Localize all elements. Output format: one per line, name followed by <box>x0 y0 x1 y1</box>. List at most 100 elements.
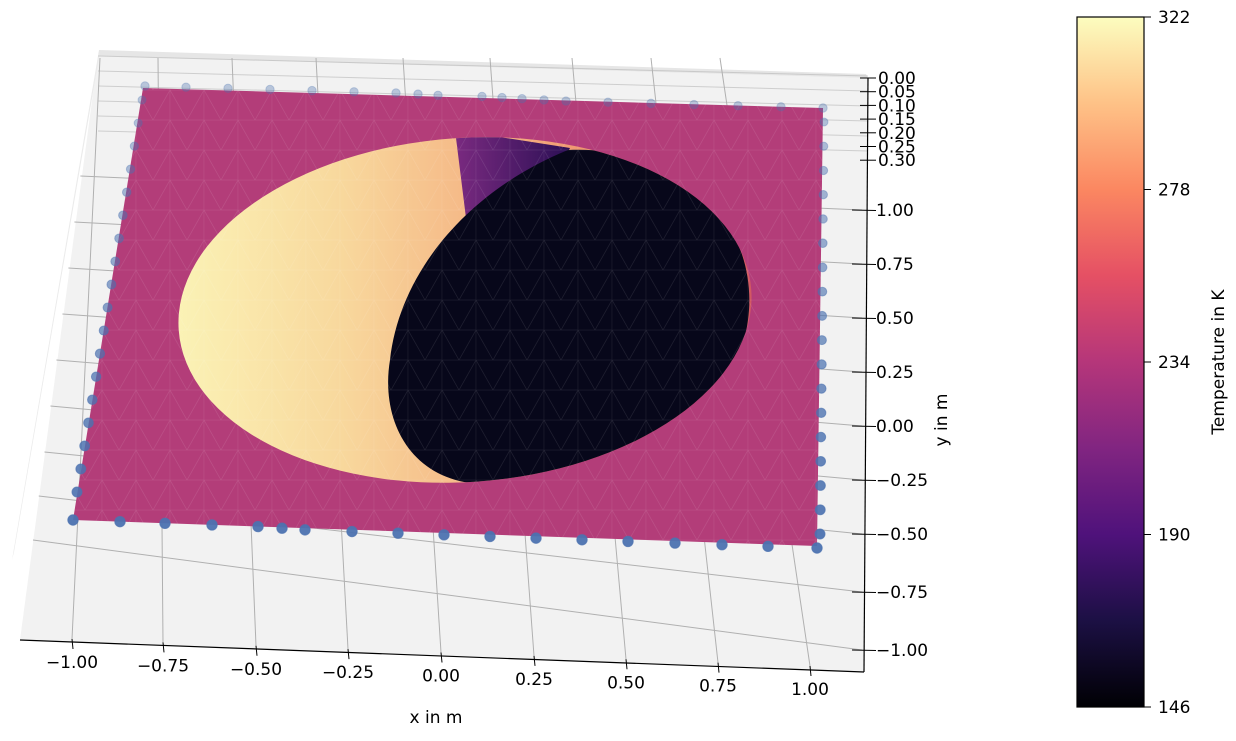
boundary-point <box>530 532 542 544</box>
colorbar-ticks: 322 278 234 190 146 <box>1144 8 1190 718</box>
x-tick-label: −1.00 <box>46 653 98 673</box>
boundary-point <box>816 359 827 370</box>
x-tick-label: 1.00 <box>791 680 829 700</box>
colorbar-tick-label: 322 <box>1158 8 1190 28</box>
colorbar-tick-label: 234 <box>1158 353 1190 373</box>
boundary-point <box>137 95 147 105</box>
boundary-point <box>818 103 828 113</box>
y-tick-label: −0.50 <box>876 525 928 545</box>
boundary-point <box>114 233 124 244</box>
boundary-point <box>811 542 823 554</box>
boundary-point <box>497 92 507 103</box>
boundary-point <box>252 520 264 533</box>
boundary-point <box>133 118 143 128</box>
boundary-point <box>90 371 102 382</box>
colorbar-tick-label: 146 <box>1158 698 1190 718</box>
colorbar-tick-label: 278 <box>1158 181 1190 201</box>
y-tick-label: −0.25 <box>876 471 928 491</box>
x-tick-label: 0.25 <box>515 670 553 690</box>
boundary-point <box>517 94 527 104</box>
boundary-point <box>106 279 117 290</box>
boundary-point <box>299 524 311 536</box>
y-tick-mark <box>851 317 877 319</box>
boundary-point <box>114 515 126 528</box>
x-tick-label: −0.75 <box>137 656 189 676</box>
y-tick-label: 0.75 <box>876 255 914 275</box>
boundary-point <box>819 141 829 151</box>
boundary-point <box>539 95 549 105</box>
boundary-point <box>79 440 91 452</box>
y-tick-mark <box>851 209 877 211</box>
y-tick-labels: 1.00 0.75 0.50 0.25 0.00 −0.25 −0.50 −0.75 −1.00 <box>851 201 928 661</box>
boundary-point <box>776 102 786 112</box>
y-tick-label: 0.00 <box>876 417 914 437</box>
boundary-point <box>129 141 139 151</box>
boundary-point <box>733 100 743 111</box>
boundary-point <box>67 514 79 526</box>
axis-lines <box>19 77 869 673</box>
boundary-point <box>816 383 827 394</box>
boundary-point <box>102 302 113 313</box>
y-axis-label: y in m <box>932 394 952 447</box>
boundary-point <box>87 394 98 406</box>
boundary-point <box>276 522 288 534</box>
boundary-point <box>817 262 828 273</box>
x-tick-labels: −1.00 −0.75 −0.50 −0.25 0.00 0.25 0.50 0.75 1.00 <box>46 638 829 700</box>
x-tick-mark <box>717 662 720 673</box>
boundary-point <box>716 539 728 551</box>
boundary-point <box>669 537 681 549</box>
x-tick-mark <box>440 652 443 663</box>
boundary-point <box>816 335 827 346</box>
boundary-point <box>118 210 128 221</box>
y-tick-label: 1.00 <box>876 201 914 221</box>
y-tick-label: −0.75 <box>876 583 928 603</box>
x-grid-line <box>71 57 101 640</box>
boundary-point <box>392 527 404 539</box>
colorbar-gradient <box>1076 16 1145 708</box>
boundary-point <box>603 97 613 107</box>
boundary-point <box>815 480 826 491</box>
x-tick-mark <box>625 659 628 670</box>
x-tick-mark <box>533 655 536 666</box>
boundary-point <box>98 325 109 336</box>
boundary-point <box>817 286 828 297</box>
z-tick-labels: 0.000.050.100.150.200.250.30 <box>860 69 916 171</box>
boundary-point <box>307 85 317 96</box>
boundary-point <box>576 534 588 546</box>
boundary-point <box>815 455 827 467</box>
boundary-point <box>814 528 826 540</box>
boundary-point <box>689 99 699 110</box>
x-tick-mark <box>162 642 165 653</box>
boundary-point <box>818 214 828 224</box>
boundary-point <box>561 96 571 106</box>
z-tick-label: 0.25 <box>878 138 916 158</box>
boundary-point <box>181 82 191 92</box>
x-tick-mark <box>347 649 350 660</box>
z-tick-label: 0.00 <box>878 69 916 89</box>
boundary-point <box>646 98 656 109</box>
z-grid-line <box>97 85 869 107</box>
left-pane <box>12 52 100 560</box>
boundary-point <box>818 165 829 176</box>
y-tick-mark <box>851 591 877 593</box>
boundary-point <box>83 417 94 429</box>
boundary-point <box>125 164 136 174</box>
z-grid-line <box>97 70 869 92</box>
boundary-point <box>762 540 774 553</box>
y-tick-mark <box>851 425 877 427</box>
y-tick-label: −1.00 <box>876 641 928 661</box>
y-tick-label: 0.50 <box>876 309 914 329</box>
x-tick-mark <box>809 665 812 677</box>
boundary-point <box>818 190 828 200</box>
z-tick-label: 0.05 <box>878 83 916 103</box>
boundary-point <box>815 431 827 443</box>
y-grid-line <box>32 539 863 651</box>
x-tick-mark <box>255 645 258 656</box>
boundary-point <box>346 525 358 538</box>
boundary-point <box>484 530 496 543</box>
boundary-point <box>349 87 359 97</box>
y-tick-mark <box>851 533 877 535</box>
y-tick-mark <box>851 479 877 481</box>
y-tick-mark <box>851 263 877 265</box>
